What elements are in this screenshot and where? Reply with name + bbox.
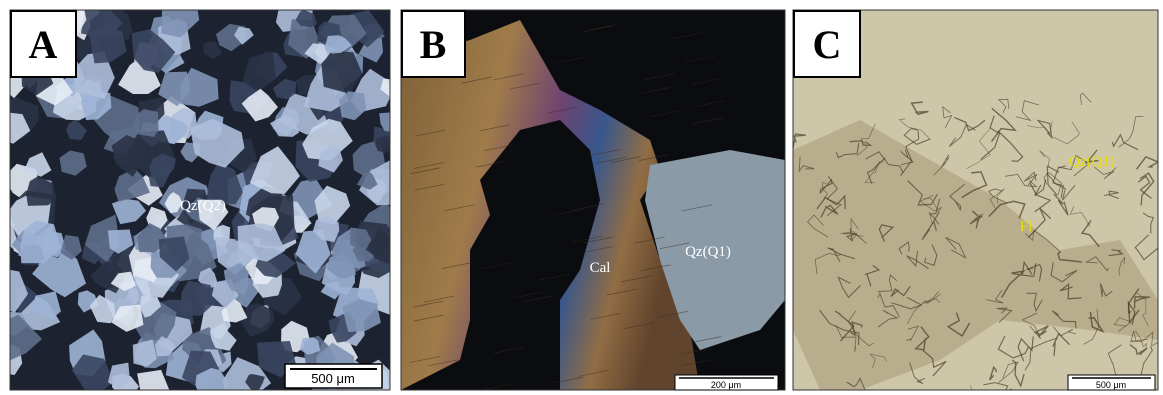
page: A B C Qz(Q2) Cal Qz(Q1) Qz(Q1) Fl 500 μm… (0, 0, 1163, 395)
panel-label: B (420, 22, 447, 67)
grain (375, 136, 395, 153)
mineral-label: Qz(Q1) (685, 244, 731, 260)
scale-bar-label: 500 μm (1096, 380, 1126, 390)
scale-bar-label: 500 μm (311, 371, 355, 386)
mineral-label: Fl (1020, 219, 1033, 235)
panel-label: C (813, 22, 842, 67)
mineral-label: Cal (590, 260, 611, 276)
scale-bar-label: 200 μm (711, 380, 741, 390)
mineral-label: Qz(Q1) (1069, 154, 1115, 170)
mineral-label: Qz(Q2) (180, 198, 226, 214)
panel-label: A (29, 22, 58, 67)
figure: A B C Qz(Q2) Cal Qz(Q1) Qz(Q1) Fl 500 μm… (0, 0, 1163, 395)
